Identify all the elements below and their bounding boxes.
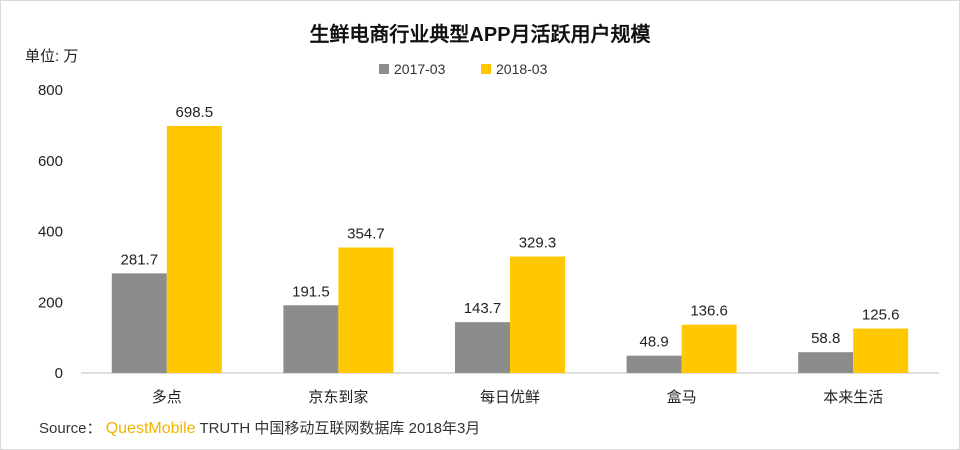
bar-1 [626,355,682,373]
bar-1 [798,352,854,373]
x-tick-label: 本来生活 [823,389,883,406]
source-prefix: Source： [39,420,102,437]
legend-label-2: 2018-03 [496,61,548,77]
x-tick-label: 每日优鲜 [480,389,540,406]
bar-1 [283,305,339,373]
x-tick-label: 盒马 [667,389,697,406]
y-tick-label: 200 [38,294,63,311]
y-tick-label: 400 [38,224,63,241]
y-tick-label: 0 [55,365,63,382]
legend-swatch-2 [481,64,491,74]
data-label: 281.7 [121,251,159,268]
data-label: 125.6 [862,307,900,324]
data-label: 143.7 [464,300,502,317]
chart-title: 生鲜电商行业典型APP月活跃用户规模 [309,22,651,46]
bar-1 [455,322,510,373]
bar-2 [681,324,737,373]
data-label: 329.3 [519,235,557,252]
x-tick-label: 京东到家 [308,389,368,406]
bar-1 [111,273,167,373]
bar-2 [853,328,909,373]
unit-label: 单位: 万 [25,48,78,65]
data-label: 354.7 [347,226,385,243]
source-brand: QuestMobile [105,420,196,437]
source-note: Source： QuestMobile TRUTH 中国移动互联网数据库 201… [39,417,480,438]
data-label: 58.8 [811,330,840,347]
data-label: 191.5 [292,283,330,300]
data-label: 48.9 [639,334,668,351]
legend-swatch-1 [379,64,389,74]
y-tick-label: 600 [38,153,63,170]
y-tick-label: 800 [38,82,63,99]
bar-2 [166,125,222,373]
data-label: 136.6 [690,303,728,320]
bar-2 [338,247,394,373]
source-text: TRUTH 中国移动互联网数据库 2018年3月 [199,420,481,437]
data-label: 698.5 [176,104,214,121]
x-tick-label: 多点 [152,389,182,406]
legend-label-1: 2017-03 [394,61,446,77]
bar-2 [510,256,565,373]
